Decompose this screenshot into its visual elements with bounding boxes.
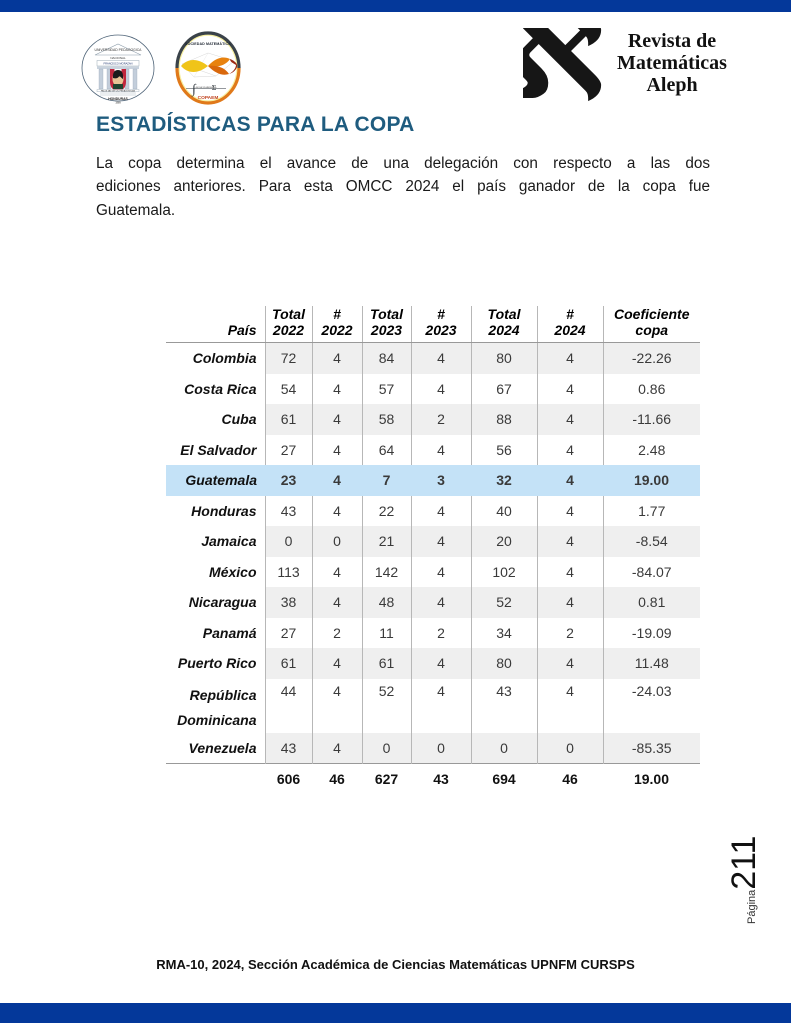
svg-text:FRANCISCO MORAZAN: FRANCISCO MORAZAN (104, 62, 133, 66)
svg-text:NACIONAL: NACIONAL (110, 56, 126, 60)
svg-text:1989: 1989 (115, 102, 121, 105)
svg-text:HONDURAS: HONDURAS (108, 97, 128, 101)
svg-text:SOCIEDAD MATEMÁTICA: SOCIEDAD MATEMÁTICA (185, 41, 231, 46)
svg-text:FACULTAD DE CS. PEDAGOGICAS: FACULTAD DE CS. PEDAGOGICAS (101, 89, 136, 92)
svg-text:ℵ: ℵ (523, 28, 603, 103)
svg-text:UNIVERSIDAD PEDAGOGICA: UNIVERSIDAD PEDAGOGICA (95, 48, 143, 52)
svg-text:COPAEM: COPAEM (198, 95, 219, 101)
